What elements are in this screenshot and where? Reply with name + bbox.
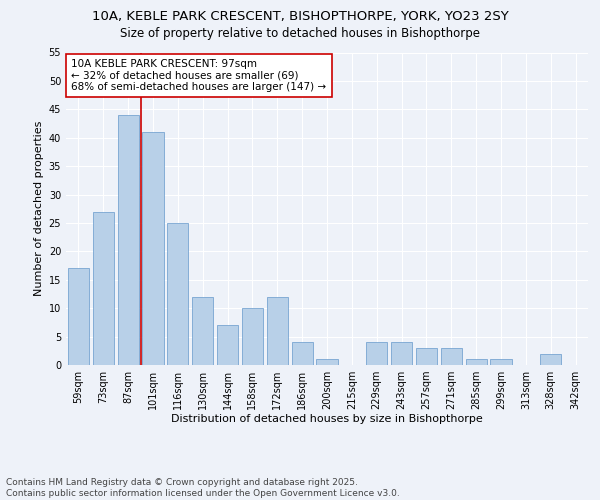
Y-axis label: Number of detached properties: Number of detached properties bbox=[34, 121, 44, 296]
Bar bbox=[242, 308, 263, 365]
Bar bbox=[391, 342, 412, 365]
Bar bbox=[118, 115, 139, 365]
Bar bbox=[93, 212, 114, 365]
Bar bbox=[316, 360, 338, 365]
Text: Contains HM Land Registry data © Crown copyright and database right 2025.
Contai: Contains HM Land Registry data © Crown c… bbox=[6, 478, 400, 498]
Bar bbox=[416, 348, 437, 365]
X-axis label: Distribution of detached houses by size in Bishopthorpe: Distribution of detached houses by size … bbox=[171, 414, 483, 424]
Text: 10A, KEBLE PARK CRESCENT, BISHOPTHORPE, YORK, YO23 2SY: 10A, KEBLE PARK CRESCENT, BISHOPTHORPE, … bbox=[92, 10, 508, 23]
Bar bbox=[267, 297, 288, 365]
Text: 10A KEBLE PARK CRESCENT: 97sqm
← 32% of detached houses are smaller (69)
68% of : 10A KEBLE PARK CRESCENT: 97sqm ← 32% of … bbox=[71, 58, 326, 92]
Bar bbox=[441, 348, 462, 365]
Bar bbox=[217, 325, 238, 365]
Bar bbox=[466, 360, 487, 365]
Bar bbox=[490, 360, 512, 365]
Bar bbox=[68, 268, 89, 365]
Bar bbox=[366, 342, 387, 365]
Bar bbox=[292, 342, 313, 365]
Bar bbox=[167, 223, 188, 365]
Bar bbox=[192, 297, 213, 365]
Bar bbox=[540, 354, 561, 365]
Text: Size of property relative to detached houses in Bishopthorpe: Size of property relative to detached ho… bbox=[120, 28, 480, 40]
Bar bbox=[142, 132, 164, 365]
